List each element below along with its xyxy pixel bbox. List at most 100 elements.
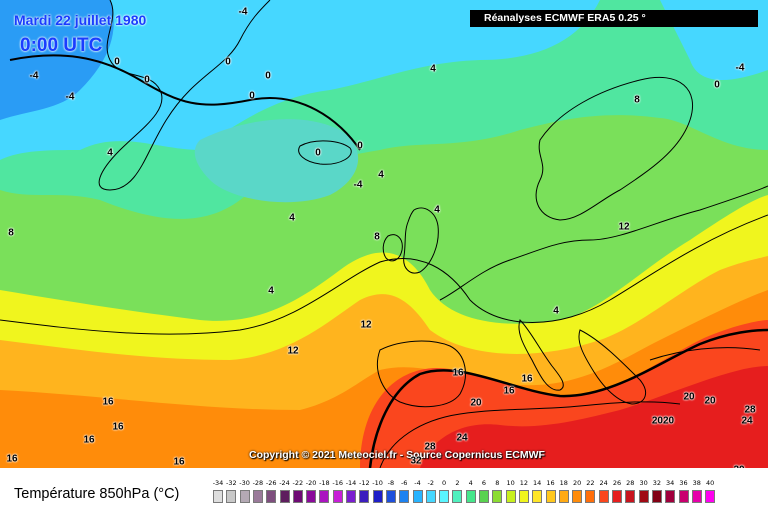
scale-swatch — [625, 490, 636, 503]
scale-tick-label: 30 — [639, 479, 648, 487]
scale-swatch — [332, 490, 343, 503]
scale-swatch — [439, 490, 450, 503]
scale-tick-label: 14 — [533, 479, 542, 487]
isotherm-label: 28 — [424, 441, 436, 453]
isotherm-label: 0 — [714, 79, 720, 91]
isotherm-label: 4 — [434, 204, 440, 216]
scale-swatch — [319, 490, 330, 503]
isotherm-label: 16 — [112, 421, 124, 433]
scale-tick-label: -4 — [414, 479, 421, 487]
isotherm-label: 16 — [102, 396, 114, 408]
isotherm-label: 24 — [456, 432, 468, 444]
isotherm-label: 20 — [470, 397, 482, 409]
scale-tick-label: 16 — [546, 479, 555, 487]
isotherm-0-greenland — [9, 54, 361, 151]
scale-swatch — [505, 490, 516, 503]
scale-swatch — [385, 490, 396, 503]
legend-title: Température 850hPa (°C) — [14, 486, 180, 502]
scale-swatch — [691, 490, 702, 503]
scale-tick-label: -18 — [319, 479, 330, 487]
scale-swatch — [425, 490, 436, 503]
field-teal-cell — [194, 119, 359, 203]
scale-tick-label: -12 — [358, 479, 370, 487]
scale-swatch — [492, 490, 503, 503]
scale-swatch — [279, 490, 290, 503]
scale-swatch — [705, 490, 716, 503]
source-label: Réanalyses ECMWF ERA5 0.25 ° — [470, 10, 758, 27]
coast-scandinavia — [535, 76, 694, 221]
field-red-deep — [420, 366, 768, 468]
isotherm-label: 4 — [268, 285, 274, 297]
scale-swatch — [306, 490, 317, 503]
isotherm-label: 12 — [618, 221, 630, 233]
isotherm-label: -4 — [735, 62, 745, 74]
isotherm-label: 12 — [287, 345, 299, 357]
coast-turkey — [649, 347, 761, 361]
isotherm-label: -4 — [353, 179, 363, 191]
temperature-map: Mardi 22 juillet 1980 0:00 UTC Réanalyse… — [0, 0, 768, 468]
isotherm-label: 2020 — [651, 415, 675, 427]
coast-north-africa — [379, 401, 681, 468]
scale-tick-label: -26 — [265, 479, 277, 487]
scale-tick-label: -10 — [372, 479, 383, 487]
scale-tick-label: 6 — [481, 479, 487, 487]
isotherm-label: 8 — [634, 94, 640, 106]
scale-swatch — [213, 490, 223, 503]
scale-swatch — [399, 490, 410, 503]
scale-tick-label: 34 — [666, 479, 675, 487]
isotherm-label: 0 — [315, 147, 321, 159]
time-label: 0:00 UTC — [20, 35, 103, 56]
scale-swatch — [638, 490, 649, 503]
scale-swatch — [651, 490, 662, 503]
scale-swatch — [585, 490, 596, 503]
scale-tick-label: 10 — [506, 479, 515, 487]
scale-swatch — [372, 490, 383, 503]
scale-swatch — [558, 490, 569, 503]
scale-swatch — [226, 490, 237, 503]
isotherm-label: 16 — [173, 456, 185, 468]
scale-tick-label: 32 — [652, 479, 662, 487]
scale-tick-label: 20 — [572, 479, 582, 487]
scale-tick-label: 38 — [692, 479, 701, 487]
scale-swatch — [572, 490, 583, 503]
isotherm-label: 16 — [452, 367, 464, 379]
isotherm-label: 0 — [249, 90, 255, 102]
isotherm-label: 8 — [374, 231, 380, 243]
scale-swatch — [598, 490, 609, 503]
isotherm-label: 20 — [704, 395, 716, 407]
isotherm-label: -4 — [29, 70, 39, 82]
coast-uk — [403, 207, 439, 274]
scale-tick-label: -24 — [279, 479, 290, 487]
coast-italy — [518, 319, 564, 391]
isotherm-12 — [0, 214, 768, 335]
scale-tick-label: -30 — [239, 479, 250, 487]
isotherm-label: 8 — [8, 227, 14, 239]
scale-tick-label: 8 — [495, 479, 500, 487]
isotherm-label: 28 — [744, 404, 756, 416]
scale-swatch — [252, 490, 263, 503]
scale-tick-label: 36 — [679, 479, 688, 487]
scale-tick-label: 26 — [612, 479, 622, 487]
coast-iceland — [298, 140, 352, 165]
isotherm-label: -4 — [238, 6, 248, 18]
isotherm-label: 16 — [521, 373, 533, 385]
scale-swatch — [292, 490, 303, 503]
coast-iberia — [376, 340, 466, 408]
scale-tick-label: -2 — [427, 479, 435, 487]
isotherm-label: 16 — [503, 385, 515, 397]
scale-tick-label: -32 — [225, 479, 237, 487]
isotherm-label: 4 — [378, 169, 384, 181]
isotherm-label: -4 — [65, 91, 75, 103]
isotherm-label: 16 — [83, 434, 95, 446]
isotherm-label: 24 — [741, 415, 753, 427]
scale-tick-label: -34 — [212, 479, 224, 487]
scale-swatch — [532, 490, 543, 503]
date-label: Mardi 22 juillet 1980 — [14, 12, 147, 28]
isotherm-label: 4 — [107, 147, 113, 159]
isotherm-label: 0 — [265, 70, 271, 82]
scale-tick-label: -6 — [400, 479, 408, 487]
scale-tick-label: 18 — [559, 479, 568, 487]
scale-swatch — [678, 490, 689, 503]
isotherm-label: 0 — [144, 74, 150, 86]
scale-swatch — [612, 490, 622, 503]
